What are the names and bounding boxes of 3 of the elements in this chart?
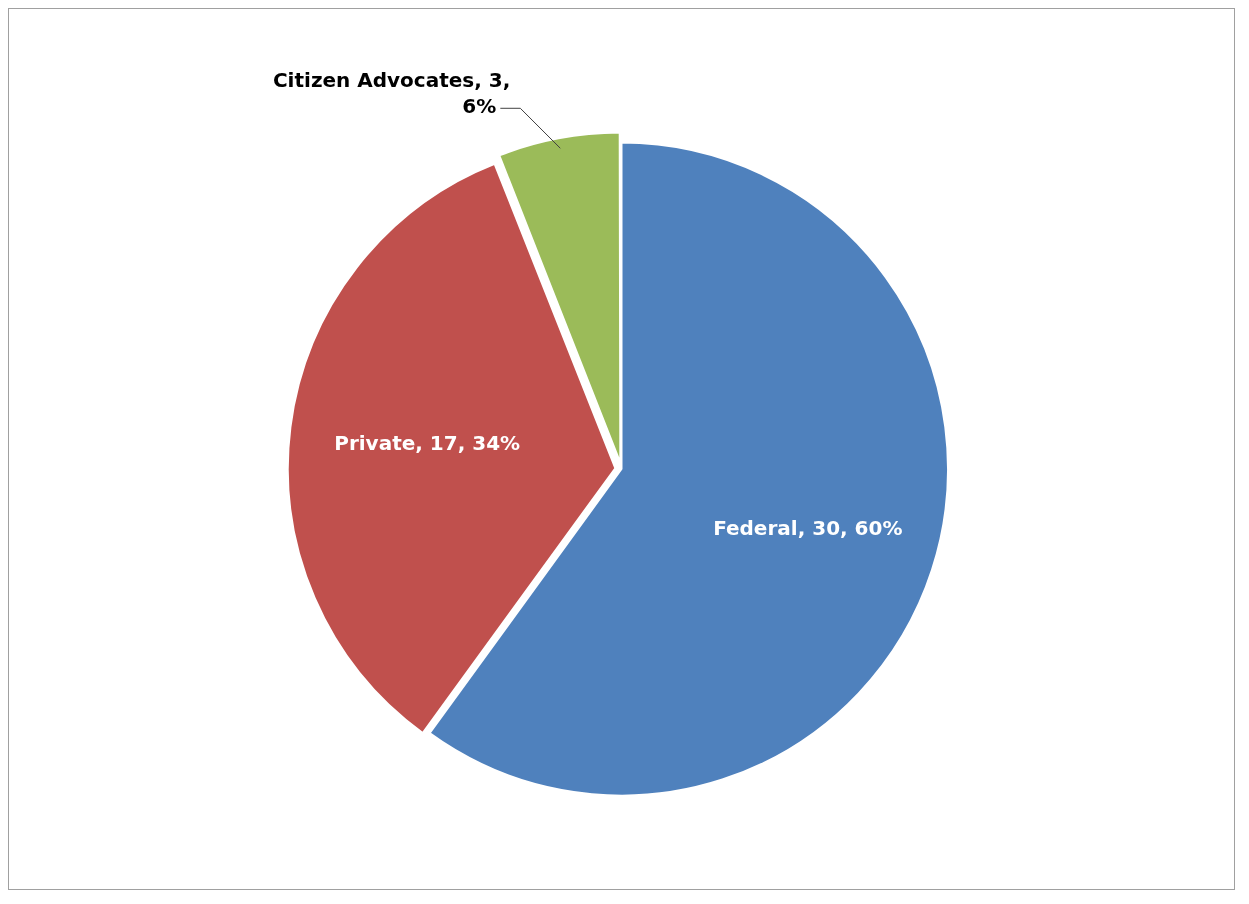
slice-label: Federal, 30, 60%: [713, 515, 903, 540]
slice-label: Citizen Advocates, 3, 6%: [272, 68, 511, 119]
slice-label: Private, 17, 34%: [334, 430, 521, 455]
